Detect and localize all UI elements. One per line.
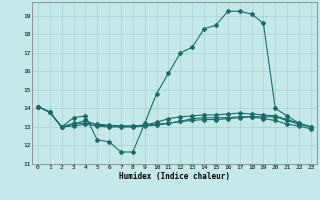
- X-axis label: Humidex (Indice chaleur): Humidex (Indice chaleur): [119, 172, 230, 181]
